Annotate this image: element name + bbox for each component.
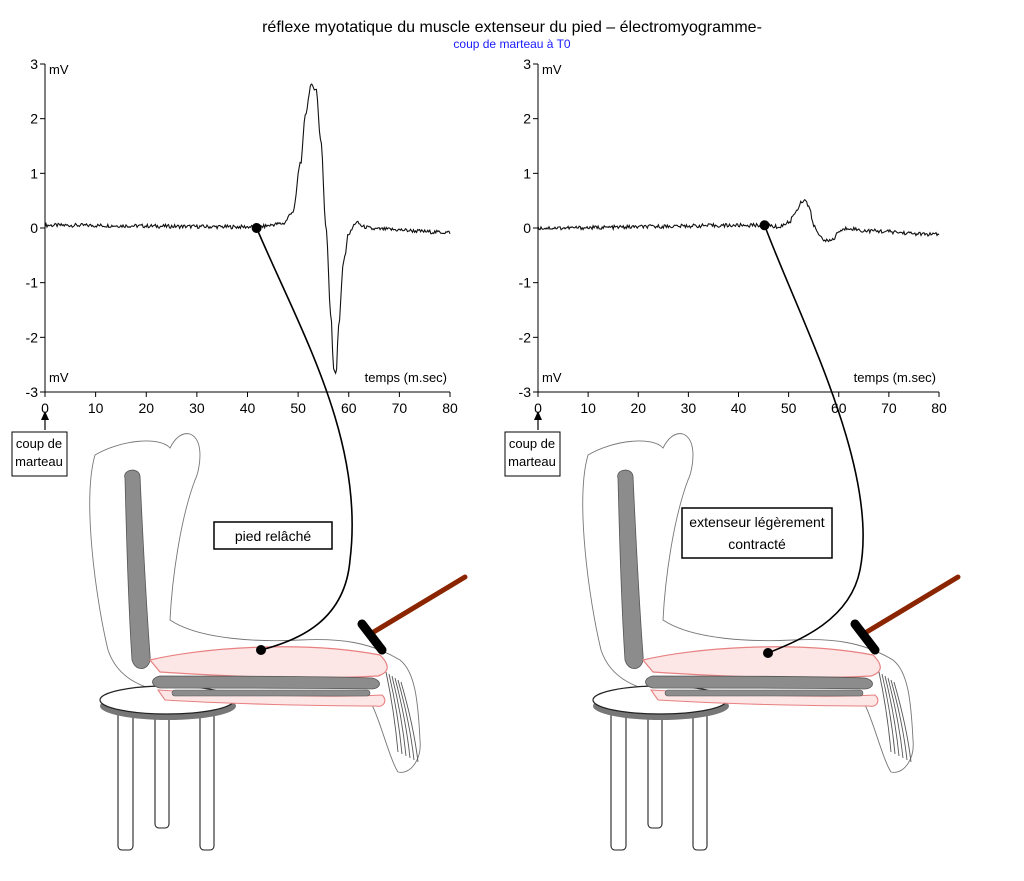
stool-leg [692, 699, 708, 851]
stimulus-box [11, 431, 68, 477]
foot-bone [884, 675, 900, 757]
y-tick-label: -3 [519, 384, 532, 400]
y-axis-label-bottom: mV [542, 370, 562, 385]
x-tick-label: 80 [442, 400, 458, 416]
y-tick-label: -2 [519, 329, 532, 345]
x-tick-label: 30 [189, 400, 205, 416]
foot-bone [388, 673, 403, 755]
foot-bone [878, 671, 892, 753]
x-tick-label: 10 [580, 400, 596, 416]
x-tick-label: 40 [731, 400, 747, 416]
condition-label: pied relâché [235, 528, 311, 544]
femur-bone [124, 469, 151, 669]
y-tick-label: 2 [523, 111, 531, 127]
y-tick-label: 3 [523, 56, 531, 72]
hammer-head [850, 619, 880, 655]
condition-label-line1: extenseur légèrement [689, 514, 825, 530]
foot-bone [400, 681, 419, 763]
x-tick-label: 40 [240, 400, 256, 416]
emg-panel-2: extenseur légèrementcontracté3210-1-2-30… [504, 56, 961, 851]
foot-bone [397, 679, 415, 761]
electrode-point-trace [759, 220, 770, 231]
stimulus-arrow-head [41, 411, 49, 420]
y-tick-label: 3 [30, 56, 38, 72]
leg-illustration: pied relâché [89, 433, 468, 851]
emg-trace [537, 198, 940, 243]
hammer-handle [862, 574, 961, 636]
x-tick-label: 60 [831, 400, 847, 416]
x-tick-label: 50 [290, 400, 306, 416]
x-axis-label: temps (m.sec) [365, 370, 447, 385]
x-tick-label: 20 [138, 400, 154, 416]
x-tick-label: 0 [534, 400, 542, 416]
tibia-bone [152, 675, 380, 690]
y-axis-label-top: mV [49, 62, 69, 77]
foot-bone [394, 677, 411, 759]
y-tick-label: 0 [30, 220, 38, 236]
femur-bone [617, 469, 644, 669]
foot-bone [890, 679, 908, 761]
x-tick-label: 30 [681, 400, 697, 416]
stimulus-label-line2: marteau [508, 454, 556, 469]
tibia-bone [645, 675, 873, 690]
foot-bone [887, 677, 904, 759]
electrode-point-trace [251, 223, 262, 233]
foot-bone [881, 673, 896, 755]
y-tick-label: 1 [523, 165, 531, 181]
condition-label-line2: contracté [728, 536, 786, 552]
y-tick-label: -3 [26, 384, 39, 400]
y-tick-label: 2 [30, 111, 38, 127]
emg-trace [44, 83, 451, 375]
electrode-wire [255, 227, 353, 651]
stimulus-label-line2: marteau [15, 454, 63, 469]
stool-leg [610, 699, 627, 851]
leg-illustration: extenseur légèrement contracté [582, 433, 961, 851]
y-tick-label: -1 [26, 275, 39, 291]
foot-bone [385, 671, 399, 753]
condition-label-box [681, 507, 833, 559]
x-tick-label: 70 [881, 400, 897, 416]
x-tick-label: 10 [88, 400, 104, 416]
stool-leg [199, 699, 215, 851]
condition-label-box [213, 521, 333, 550]
electrode-point-muscle [763, 648, 773, 658]
y-tick-label: -1 [519, 275, 532, 291]
foot-bone [391, 675, 407, 757]
x-tick-label: 0 [41, 400, 49, 416]
y-tick-label: 0 [523, 220, 531, 236]
stimulus-label-line1: coup de [16, 436, 62, 451]
chart-title: réflexe myotatique du muscle extenseur d… [262, 19, 762, 36]
x-tick-label: 50 [781, 400, 797, 416]
hammer-head [357, 619, 387, 655]
y-axis-label-bottom: mV [49, 370, 69, 385]
chart-subtitle: coup de marteau à T0 [453, 37, 571, 51]
electrode-point-muscle [256, 645, 266, 655]
x-tick-label: 80 [931, 400, 947, 416]
x-tick-label: 20 [630, 400, 646, 416]
foot-bone [893, 681, 912, 763]
fibula-bone [664, 689, 864, 697]
y-tick-label: 1 [30, 165, 38, 181]
x-axis-label: temps (m.sec) [854, 370, 936, 385]
y-axis-label-top: mV [542, 62, 562, 77]
stool-leg [117, 699, 134, 851]
x-tick-label: 60 [341, 400, 357, 416]
fibula-bone [171, 689, 371, 697]
y-tick-label: -2 [26, 329, 39, 345]
hammer-handle [369, 574, 468, 636]
stimulus-arrow-head [534, 411, 542, 420]
stimulus-box [504, 431, 561, 477]
electrode-wire [763, 224, 864, 654]
x-tick-label: 70 [392, 400, 408, 416]
stimulus-label-line1: coup de [509, 436, 555, 451]
